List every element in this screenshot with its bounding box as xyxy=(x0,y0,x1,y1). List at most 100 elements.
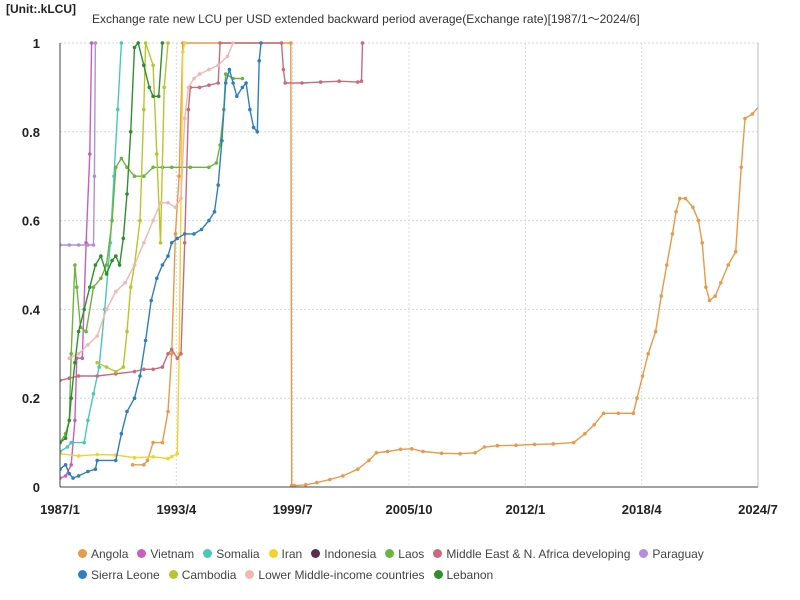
unit-label: [Unit:.kLCU] xyxy=(6,2,76,16)
data-point xyxy=(95,360,99,365)
data-point xyxy=(121,236,126,241)
data-point xyxy=(104,307,109,312)
legend-row: Sierra Leone Cambodia Lower Middle-income … xyxy=(78,564,778,585)
data-point xyxy=(207,165,211,170)
data-point xyxy=(635,396,639,401)
data-point xyxy=(95,452,99,457)
data-point xyxy=(169,347,174,352)
data-point xyxy=(646,352,650,356)
data-point xyxy=(739,165,743,170)
data-point xyxy=(458,451,463,456)
data-point xyxy=(251,125,256,130)
data-point xyxy=(117,263,122,267)
data-point xyxy=(151,455,155,459)
data-point xyxy=(138,374,142,378)
data-point xyxy=(104,365,109,369)
data-point xyxy=(166,201,170,205)
legend-item[interactable]: Lower Middle-income countries xyxy=(245,568,425,582)
legend-item[interactable]: Paraguay xyxy=(639,547,704,561)
legend-item[interactable]: Laos xyxy=(385,547,424,561)
data-point xyxy=(142,63,146,67)
data-point xyxy=(169,455,174,459)
y-tick-label: 0.6 xyxy=(22,214,40,229)
data-point xyxy=(374,451,379,455)
data-point xyxy=(155,276,159,281)
data-point xyxy=(142,241,146,245)
series-lower-middle-income-countries xyxy=(67,41,235,361)
data-point xyxy=(356,80,360,84)
line-chart: 0 0.2 0.4 0.6 0.8 1 1987/1 1993/4 1999/7 2005/10 2… xyxy=(22,36,778,517)
data-point xyxy=(700,241,704,245)
series-line xyxy=(69,42,234,359)
data-point xyxy=(283,81,288,85)
series-iran xyxy=(60,41,187,461)
data-point xyxy=(186,107,191,112)
data-point xyxy=(151,94,155,99)
data-point xyxy=(421,449,425,454)
x-tick-label: 1987/1 xyxy=(40,502,80,517)
data-point xyxy=(473,451,477,455)
legend-item[interactable]: Lebanon xyxy=(433,567,494,582)
legend-item[interactable]: Sierra Leone xyxy=(78,568,160,582)
legend-item[interactable]: Angola xyxy=(78,547,128,561)
data-point xyxy=(69,396,73,401)
data-point xyxy=(360,41,365,45)
legend-item[interactable]: Middle East & N. Africa developing xyxy=(433,547,630,561)
legend-item[interactable]: Vietnam xyxy=(137,547,194,561)
legend-item[interactable]: Cambodia xyxy=(168,568,236,582)
data-point xyxy=(743,116,747,121)
data-point xyxy=(223,81,228,85)
data-point xyxy=(114,369,118,374)
series-paraguay xyxy=(60,41,98,247)
data-point xyxy=(631,411,636,416)
data-point xyxy=(132,455,137,460)
data-point xyxy=(92,174,97,178)
legend-swatch xyxy=(78,570,87,579)
data-point xyxy=(182,116,187,121)
data-point xyxy=(149,298,153,303)
data-point xyxy=(696,218,701,223)
data-point xyxy=(67,243,72,247)
legend-swatch xyxy=(433,570,443,579)
grid xyxy=(59,42,759,488)
data-point xyxy=(665,263,669,267)
series-vietnam xyxy=(60,41,94,480)
data-point xyxy=(80,356,85,361)
data-point xyxy=(151,165,155,170)
data-point xyxy=(175,451,180,456)
legend-item[interactable]: Iran xyxy=(268,547,302,561)
legend-item[interactable]: Somalia xyxy=(203,547,260,561)
data-point xyxy=(86,343,90,347)
data-point xyxy=(551,442,556,446)
data-point xyxy=(181,50,185,54)
data-point xyxy=(289,41,293,45)
data-point xyxy=(683,196,688,201)
data-point xyxy=(119,431,124,436)
series-line xyxy=(60,42,364,382)
data-point xyxy=(318,80,323,84)
data-point xyxy=(114,458,118,463)
data-point xyxy=(69,352,73,356)
data-point xyxy=(136,41,140,45)
series-line xyxy=(60,41,164,444)
data-point xyxy=(119,156,124,161)
series-line xyxy=(60,42,93,479)
data-point xyxy=(214,161,219,165)
data-point xyxy=(69,440,73,445)
data-point xyxy=(231,41,235,45)
data-point xyxy=(182,241,187,245)
axes: 0 0.2 0.4 0.6 0.8 1 1987/1 1993/4 1999/7 2005/10 2… xyxy=(22,36,778,517)
data-point xyxy=(84,329,88,334)
legend-item[interactable]: Indonesia xyxy=(311,547,376,561)
data-point xyxy=(130,463,135,467)
data-point xyxy=(179,352,183,356)
data-point xyxy=(93,263,98,267)
data-point xyxy=(73,360,77,365)
data-point xyxy=(69,463,73,467)
data-point xyxy=(199,227,204,232)
data-point xyxy=(125,409,129,414)
legend-label: Angola xyxy=(91,546,129,561)
data-point xyxy=(216,183,220,187)
legend-label: Lebanon xyxy=(446,567,494,582)
data-point xyxy=(76,474,81,478)
